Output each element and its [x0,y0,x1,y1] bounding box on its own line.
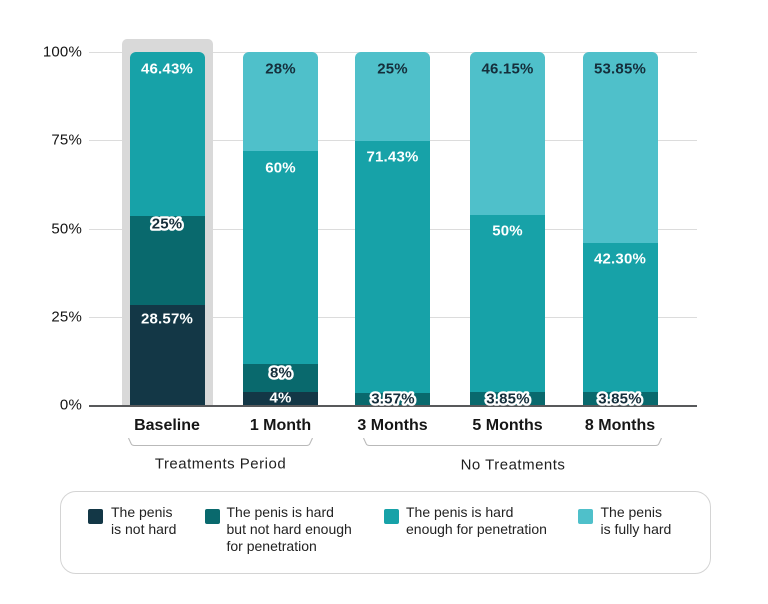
svg-text:8%: 8% [269,364,291,381]
svg-text:3.85%: 3.85% [486,390,530,407]
svg-text:25%: 25% [152,215,183,232]
svg-text:3.85%: 3.85% [598,390,642,407]
svg-text:3.57%: 3.57% [371,390,415,407]
